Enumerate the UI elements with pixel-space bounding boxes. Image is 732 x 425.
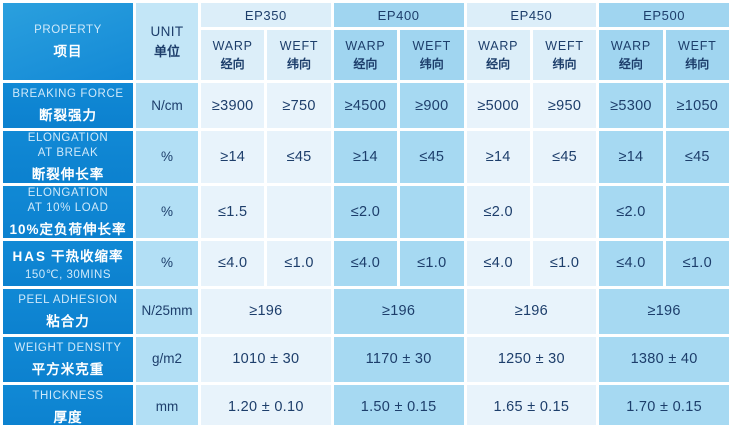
value-cell: ≤1.5 <box>201 185 265 238</box>
value-cell: ≤1.0 <box>532 240 597 286</box>
property-header-cell: PROPERTY 项目 <box>3 3 133 80</box>
warp-header: WARP 经向 <box>466 30 530 80</box>
property-header-en: PROPERTY <box>34 24 102 37</box>
value-cell: ≥3900 <box>201 83 265 128</box>
value-cell: ≥14 <box>466 131 530 183</box>
value-cell: ≤4.0 <box>466 240 530 286</box>
value-cell: ≤1.0 <box>267 240 331 286</box>
unit-cell: N/cm <box>136 83 198 128</box>
warp-header: WARP 经向 <box>333 30 398 80</box>
value-cell: ≤4.0 <box>599 240 663 286</box>
row-label-thickness: THICKNESS 厚度 <box>3 384 133 425</box>
value-cell: ≤2.0 <box>599 185 663 238</box>
value-cell: 1.20 ± 0.10 <box>201 384 331 425</box>
weft-header: WEFT 纬向 <box>532 30 597 80</box>
value-cell: ≤1.0 <box>665 240 729 286</box>
unit-cell: % <box>136 240 198 286</box>
value-cell: ≥196 <box>466 288 597 334</box>
unit-header-cell: UNIT 单位 <box>136 3 198 80</box>
unit-cell: g/m2 <box>136 336 198 382</box>
value-cell: ≥1050 <box>665 83 729 128</box>
value-cell: ≥5000 <box>466 83 530 128</box>
unit-cell: % <box>136 185 198 238</box>
row-label-has-shrinkage: HAS 干热收缩率 150℃, 30MINS <box>3 240 133 286</box>
value-cell: 1.70 ± 0.15 <box>599 384 729 425</box>
warp-header: WARP 经向 <box>599 30 663 80</box>
group-header-ep350: EP350 <box>201 3 331 27</box>
value-cell-empty <box>532 185 597 238</box>
weft-header: WEFT 纬向 <box>665 30 729 80</box>
unit-cell: N/25mm <box>136 288 198 334</box>
value-cell-empty <box>267 185 331 238</box>
value-cell: ≥14 <box>201 131 265 183</box>
group-header-ep500: EP500 <box>599 3 729 27</box>
value-cell: ≥5300 <box>599 83 663 128</box>
value-cell-empty <box>665 185 729 238</box>
value-cell: 1010 ± 30 <box>201 336 331 382</box>
value-cell: ≤2.0 <box>333 185 398 238</box>
warp-header: WARP 经向 <box>201 30 265 80</box>
value-cell: ≥14 <box>333 131 398 183</box>
value-cell: ≥900 <box>400 83 464 128</box>
weft-header: WEFT 纬向 <box>267 30 331 80</box>
row-label-breaking-force: BREAKING FORCE 断裂强力 <box>3 83 133 128</box>
value-cell: ≥950 <box>532 83 597 128</box>
row-label-peel-adhesion: PEEL ADHESION 粘合力 <box>3 288 133 334</box>
value-cell: ≤45 <box>665 131 729 183</box>
value-cell: ≥196 <box>201 288 331 334</box>
value-cell: ≤1.0 <box>400 240 464 286</box>
value-cell: ≤2.0 <box>466 185 530 238</box>
value-cell: ≤4.0 <box>201 240 265 286</box>
value-cell: ≥196 <box>333 288 464 334</box>
property-header-zh: 项目 <box>53 43 83 59</box>
value-cell: ≥4500 <box>333 83 398 128</box>
row-label-weight-density: WEIGHT DENSITY 平方米克重 <box>3 336 133 382</box>
unit-header-zh: 单位 <box>153 43 180 59</box>
unit-cell: % <box>136 131 198 183</box>
value-cell: ≤4.0 <box>333 240 398 286</box>
value-cell: 1170 ± 30 <box>333 336 464 382</box>
value-cell: 1.50 ± 0.15 <box>333 384 464 425</box>
value-cell: ≤45 <box>532 131 597 183</box>
value-cell: 1.65 ± 0.15 <box>466 384 597 425</box>
value-cell: ≤45 <box>400 131 464 183</box>
group-header-ep450: EP450 <box>466 3 597 27</box>
value-cell: 1380 ± 40 <box>599 336 729 382</box>
value-cell: ≤45 <box>267 131 331 183</box>
value-cell: ≥14 <box>599 131 663 183</box>
value-cell-empty <box>400 185 464 238</box>
value-cell: 1250 ± 30 <box>466 336 597 382</box>
weft-header: WEFT 纬向 <box>400 30 464 80</box>
row-label-elongation-at-break: ELONGATION AT BREAK 断裂伸长率 <box>3 131 133 183</box>
group-header-ep400: EP400 <box>333 3 464 27</box>
unit-cell: mm <box>136 384 198 425</box>
unit-header-en: UNIT <box>150 23 184 39</box>
value-cell: ≥196 <box>599 288 729 334</box>
row-label-elongation-10-load: ELONGATION AT 10% LOAD 10%定负荷伸长率 <box>3 185 133 238</box>
value-cell: ≥750 <box>267 83 331 128</box>
